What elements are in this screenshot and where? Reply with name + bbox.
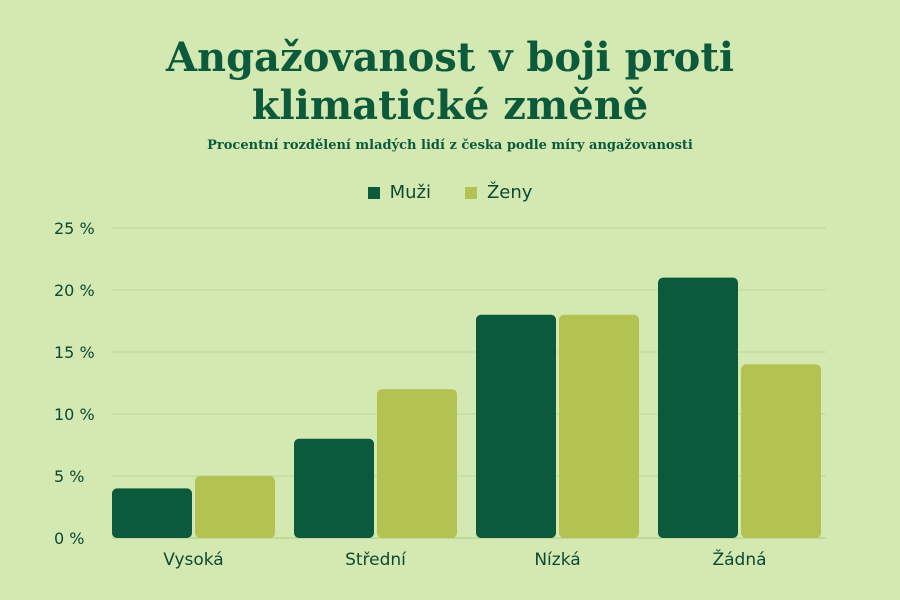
bar-zeny (559, 314, 639, 538)
y-tick-label: 25 % (54, 219, 95, 238)
bar-muzi (294, 438, 374, 538)
legend-label-muzi: Muži (389, 182, 431, 203)
bar-zeny (195, 476, 275, 538)
x-category-label: Žádná (712, 548, 766, 570)
y-tick-label: 0 % (54, 529, 84, 548)
x-category-label: Vysoká (163, 550, 223, 570)
y-tick-label: 10 % (54, 405, 95, 424)
x-category-label: Střední (345, 550, 407, 570)
legend-swatch-muzi (367, 186, 380, 199)
chart-title: Angažovanost v boji proti klimatické změ… (0, 34, 900, 130)
legend-item-muzi: Muži (367, 182, 431, 203)
y-tick-label: 20 % (54, 281, 95, 300)
legend-item-zeny: Ženy (464, 182, 533, 203)
legend-label-zeny: Ženy (486, 182, 533, 203)
bar-zeny (377, 389, 457, 538)
y-tick-label: 5 % (54, 467, 84, 486)
legend-swatch-zeny (464, 186, 477, 199)
bar-muzi (658, 277, 738, 538)
bar-zeny (741, 364, 821, 538)
chart-subtitle: Procentní rozdělení mladých lidí z česka… (207, 138, 693, 153)
chart-legend: Muži Ženy (0, 182, 900, 203)
x-category-label: Nízká (534, 550, 580, 570)
y-tick-label: 15 % (54, 343, 95, 362)
bar-muzi (112, 488, 192, 538)
chart-title-line1: Angažovanost v boji proti (165, 34, 735, 81)
bar-muzi (476, 314, 556, 538)
chart-title-line2: klimatické změně (251, 82, 649, 129)
